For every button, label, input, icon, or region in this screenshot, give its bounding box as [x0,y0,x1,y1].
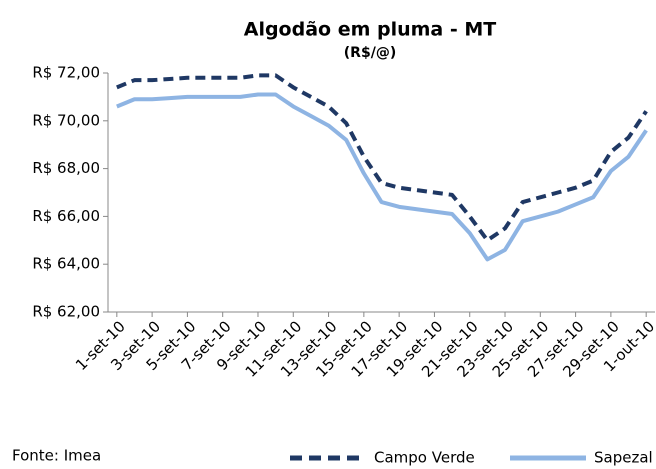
chart-subtitle: (R$/@) [344,45,396,61]
y-tick-label: R$ 62,00 [32,303,100,321]
chart-title: Algodão em pluma - MT [244,19,497,41]
source: Fonte: Imea [12,447,101,465]
legend-label: Campo Verde [374,449,475,467]
y-tick-label: R$ 72,00 [32,64,100,82]
y-tick-label: R$ 66,00 [32,207,100,225]
y-tick-label: R$ 64,00 [32,255,100,273]
series-line [116,92,648,262]
y-tick-label: R$ 70,00 [32,111,100,129]
series-line [116,73,648,243]
y-tick-label: R$ 68,00 [32,159,100,177]
legend-label: Sapezal [594,449,653,467]
